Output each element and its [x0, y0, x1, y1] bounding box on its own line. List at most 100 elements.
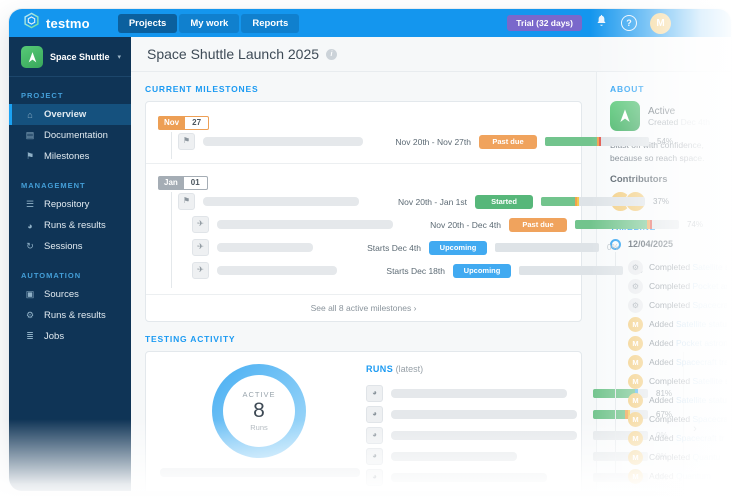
- section-label: AUTOMATION: [21, 271, 82, 280]
- badge-month: Jan: [158, 175, 184, 190]
- milestone-group: Jan 01 ⚑ Nov 20th - Jan 1st Started 37%: [158, 172, 703, 290]
- sidebar-item-jobs[interactable]: ≣ Jobs: [9, 326, 131, 347]
- timeline-item[interactable]: M Added Spacecraft tra: [628, 353, 731, 372]
- sidebar-item-sessions[interactable]: ↻ Sessions: [9, 236, 131, 257]
- timeline-item[interactable]: M Completed Spacecraf: [628, 410, 731, 429]
- avatar: M: [628, 468, 643, 484]
- avatar: M: [628, 354, 643, 370]
- milestone-row[interactable]: ⚑ Nov 20th - Nov 27th Past due 54%: [158, 130, 673, 153]
- timeline-item[interactable]: M Added Spacecraft tr: [628, 429, 731, 448]
- milestone-name-placeholder: [217, 243, 313, 252]
- page-header: Space Shuttle Launch 2025 i: [131, 37, 731, 72]
- milestone-row[interactable]: ✈ Starts Dec 18th Upcoming 0%: [158, 259, 643, 282]
- progress-percent: 37%: [653, 197, 670, 206]
- info-icon[interactable]: i: [326, 48, 338, 60]
- milestone-name-placeholder: [203, 197, 359, 206]
- milestone-dates: Starts Dec 18th: [386, 265, 445, 276]
- timeline-item[interactable]: M Added Satellite statu: [628, 315, 731, 334]
- chart-placeholder: [160, 468, 360, 477]
- sidebar-item-label: Repository: [44, 199, 90, 210]
- badge-day: 27: [185, 115, 210, 130]
- project-name: Space Shuttle La...: [50, 52, 110, 62]
- milestone-flag-icon: ⚑: [178, 193, 195, 210]
- timeline-item[interactable]: M Completed Satellite st: [628, 372, 731, 391]
- sidebar-section-automation: AUTOMATION ▣ Sources ⚙ Runs & results ≣ …: [9, 265, 131, 347]
- avatar: M: [628, 411, 643, 427]
- run-name-placeholder: [391, 389, 567, 398]
- status-badge: Past due: [509, 217, 567, 232]
- sidebar-item-repository[interactable]: ☰ Repository: [9, 194, 131, 215]
- timeline-item[interactable]: ⚙ Completed Pocket as: [628, 277, 731, 296]
- timeline-item[interactable]: ⚙ Completed Satellite st: [628, 258, 731, 277]
- timeline-date-row: 12/04/2025: [610, 238, 731, 250]
- milestone-row[interactable]: ✈ Nov 20th - Dec 4th Past due 74%: [158, 213, 703, 236]
- project-rocket-icon: [21, 46, 43, 68]
- timeline-item[interactable]: M Completed Quantu: [628, 448, 731, 467]
- pie-chart-icon: ◕: [27, 220, 33, 231]
- brand-name: testmo: [46, 15, 90, 31]
- created-date: Created Dec 4th: [648, 116, 710, 127]
- bell-icon[interactable]: [595, 14, 608, 32]
- sidebar-item-automation-runs[interactable]: ⚙ Runs & results: [9, 305, 131, 326]
- avatar: M: [628, 316, 643, 332]
- rocket-icon: ✈: [192, 216, 209, 233]
- main-column: CURRENT MILESTONES Nov 27 ⚑: [131, 72, 703, 491]
- progress-bar: [541, 197, 645, 206]
- app-window: testmo Projects My work Reports Trial (3…: [8, 8, 732, 492]
- status-badge: Upcoming: [453, 263, 511, 278]
- jobs-icon: ≣: [26, 331, 34, 341]
- milestone-group: Nov 27 ⚑ Nov 20th - Nov 27th Past due 5: [158, 112, 673, 161]
- sidebar-item-sources[interactable]: ▣ Sources: [9, 284, 131, 305]
- milestone-row[interactable]: ⚑ Nov 20th - Jan 1st Started 37%: [158, 190, 669, 213]
- run-name-placeholder: [391, 473, 547, 482]
- timeline-item[interactable]: ⚙ Completed Spacecraf: [628, 296, 731, 315]
- brand-logo[interactable]: testmo: [23, 12, 90, 34]
- rocket-icon: ✈: [192, 262, 209, 279]
- run-name-placeholder: [391, 410, 577, 419]
- see-all-milestones-link[interactable]: See all 8 active milestones ›: [146, 294, 581, 321]
- timeline-item[interactable]: M Added Satellite statu: [628, 391, 731, 410]
- flag-icon: ⚑: [25, 151, 35, 161]
- progress-bar: [575, 220, 679, 229]
- help-icon[interactable]: ?: [621, 15, 637, 31]
- timeline-list: ⚙ Completed Satellite st ⚙ Completed Poc…: [615, 251, 731, 486]
- automation-icon: ⚙: [628, 259, 643, 275]
- sidebar-item-runs-results[interactable]: ◕ Runs & results: [9, 215, 131, 236]
- milestone-name-placeholder: [217, 220, 393, 229]
- timeline-item[interactable]: M Added Pocket astron: [628, 334, 731, 353]
- page-title: Space Shuttle Launch 2025: [147, 46, 320, 62]
- run-name-placeholder: [391, 452, 517, 461]
- progress-bar: [519, 266, 623, 275]
- run-pie-icon: ◕: [366, 406, 383, 423]
- activity-card: ACTIVE 8 Runs RUNS (latest): [145, 351, 697, 491]
- user-avatar[interactable]: M: [650, 12, 671, 34]
- status-badge: Upcoming: [429, 240, 487, 255]
- section-label: PROJECT: [21, 91, 64, 100]
- testmo-hexagon-icon: [23, 12, 40, 34]
- progress-percent: 54%: [657, 137, 674, 146]
- tab-reports[interactable]: Reports: [241, 13, 300, 33]
- status-badge: Started: [475, 194, 533, 209]
- automation-icon: ⚙: [628, 278, 643, 294]
- badge-month: Nov: [158, 115, 186, 130]
- donut-value: 8: [253, 398, 265, 422]
- project-status: Active: [648, 105, 676, 117]
- terminal-icon: ▣: [25, 289, 35, 299]
- run-pie-icon: ◕: [366, 385, 383, 402]
- trial-badge[interactable]: Trial (32 days): [507, 15, 582, 31]
- tab-projects[interactable]: Projects: [117, 13, 178, 33]
- project-selector[interactable]: Space Shuttle La... ▾: [9, 37, 131, 77]
- avatar: M: [628, 335, 643, 351]
- sidebar-item-label: Sources: [44, 289, 79, 300]
- refresh-icon: ↻: [26, 241, 34, 251]
- run-pie-icon: ◕: [366, 448, 383, 465]
- tab-my-work[interactable]: My work: [179, 13, 240, 33]
- sidebar-item-overview[interactable]: ⌂ Overview: [9, 104, 131, 125]
- sidebar-item-documentation[interactable]: ▤ Documentation: [9, 125, 131, 146]
- sidebar-item-milestones[interactable]: ⚑ Milestones: [9, 146, 131, 167]
- timeline-item[interactable]: M Added Quantum: [628, 467, 731, 486]
- milestone-dates: Starts Dec 4th: [367, 242, 421, 253]
- milestone-flag-icon: ⚑: [178, 133, 195, 150]
- milestone-row[interactable]: ✈ Starts Dec 4th Upcoming 0%: [158, 236, 619, 259]
- milestone-dates: Nov 20th - Jan 1st: [398, 196, 467, 207]
